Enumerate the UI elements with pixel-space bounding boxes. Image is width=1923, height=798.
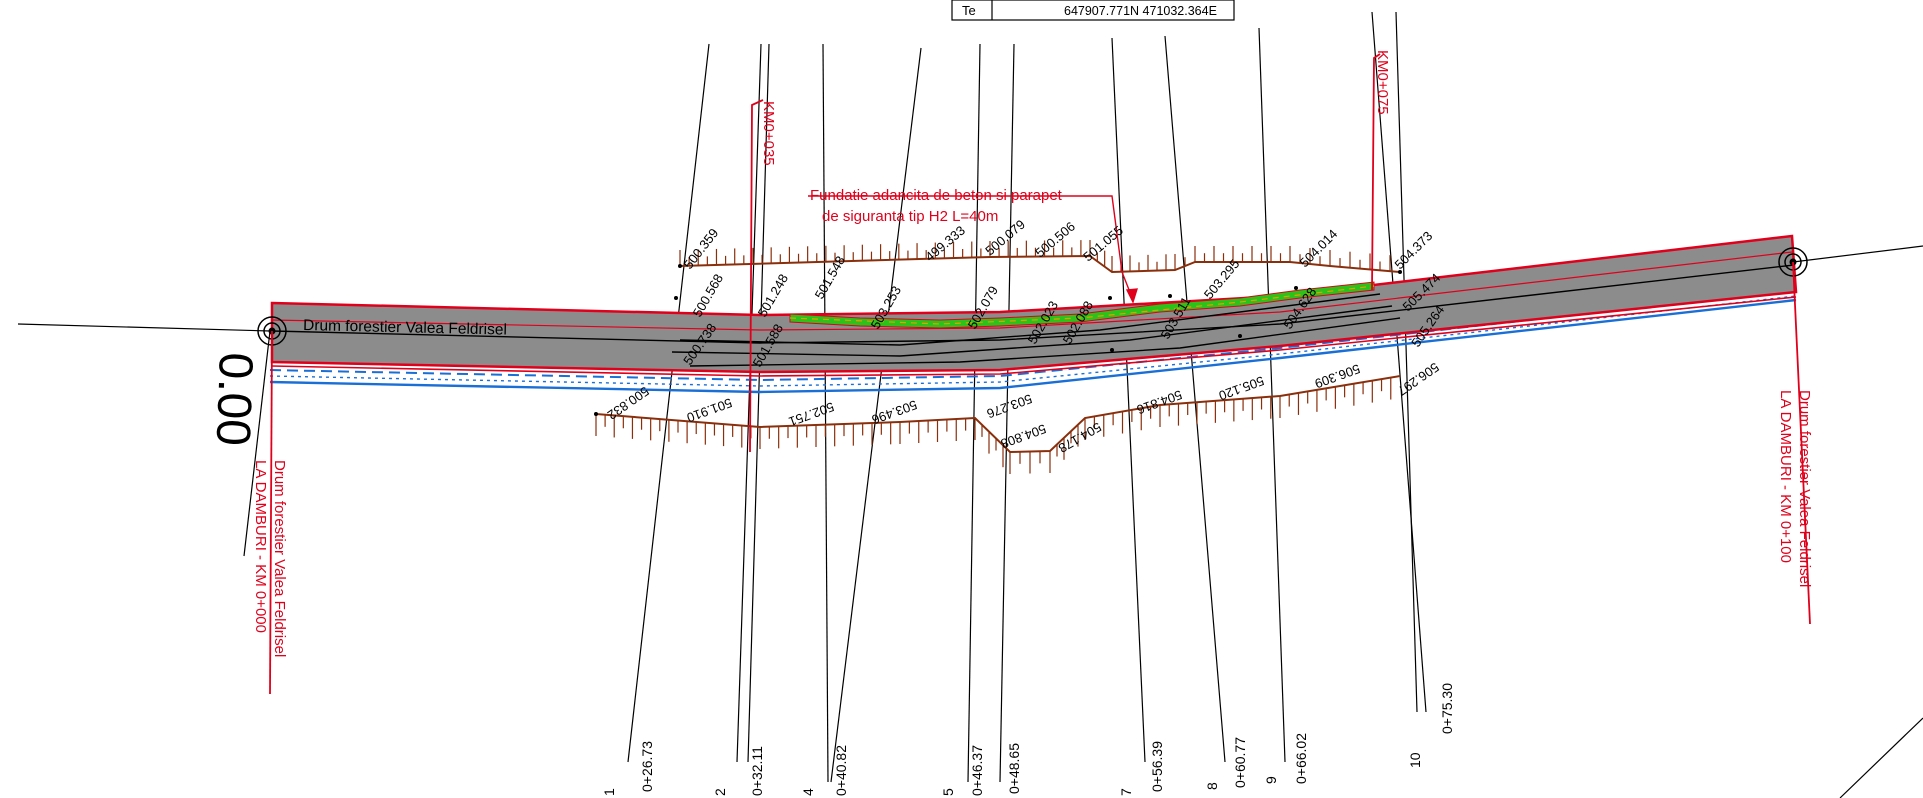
station-chainage: 0+66.02 (1293, 733, 1309, 784)
ditch-lines (269, 289, 1797, 394)
station-chainage: 0+56.39 (1149, 741, 1165, 792)
elevation-label: 500.506 (1032, 219, 1078, 261)
safety-barrier (789, 281, 1375, 329)
station-chainage: 0+32.11 (749, 746, 765, 796)
start-label-line-2: LA DAMBURI - KM 0+000 (252, 460, 269, 633)
end-label-line-1: Drum forestier Valea Feldrisel (1796, 390, 1813, 587)
station-chainage: 0+48.65 (1006, 743, 1022, 794)
station-number: 2 (712, 788, 728, 796)
coordinate-table-label: Te (962, 3, 976, 18)
elevation-label: 504.373 (1392, 228, 1436, 272)
annotation-line-2: de siguranta tip H2 L=40m (822, 208, 998, 225)
elevation-label: 504.014 (1297, 226, 1341, 270)
station-number: 8 (1204, 782, 1220, 790)
elevation-label: 506.297 (1395, 360, 1442, 399)
station-number: 1 (601, 788, 617, 796)
station-number: 9 (1263, 776, 1279, 784)
road-surface (270, 234, 1798, 374)
start-chainage-label: 0.00 (206, 352, 262, 447)
station-labels: 0+26.73 1 0+32.11 2 0+40.82 4 0+46.37 5 … (601, 683, 1455, 796)
road-edge-lines (271, 251, 1797, 377)
km-marker-1: KM0+035 (760, 101, 777, 166)
station-chainage: 0+60.77 (1232, 737, 1248, 788)
km-marker-2: KM0+075 (1374, 50, 1391, 115)
station-number: 7 (1118, 788, 1134, 796)
station-number: 4 (800, 788, 816, 796)
coordinate-table-value: 647907.771N 471032.364E (1064, 4, 1217, 18)
elevation-label: 501.248 (755, 271, 791, 319)
elevation-label: 501.910 (685, 395, 734, 425)
elevation-label: 503.295 (1201, 256, 1243, 302)
road-name-label: Drum forestier Valea Feldrisel (303, 317, 507, 339)
station-number: 5 (940, 788, 956, 796)
elevation-label: 501.055 (1080, 223, 1126, 265)
annotation-leader (808, 195, 1138, 304)
elevation-label: 500.568 (690, 271, 726, 319)
station-chainage: 0+40.82 (833, 745, 849, 796)
road-breaklines (271, 264, 1795, 367)
annotation-line-1: Fundatie adancita de beton si parapet (810, 187, 1063, 204)
cross-section-lines (627, 11, 1427, 783)
reference-lines (17, 245, 1923, 798)
survey-points (594, 264, 1402, 416)
station-number: 10 (1407, 752, 1423, 768)
km-marker-lines (269, 53, 1811, 695)
upper-slope-hatch (679, 240, 1391, 272)
lower-slope-hatch (595, 377, 1392, 474)
coordinate-table: Te 647907.771N 471032.364E (951, 0, 1235, 21)
station-chainage: 0+26.73 (639, 741, 655, 792)
start-label-line-1: Drum forestier Valea Feldrisel (271, 460, 288, 657)
station-chainage: 0+46.37 (969, 745, 985, 796)
end-label-line-2: LA DAMBURI - KM 0+100 (1777, 390, 1794, 563)
elevation-label: 503.276 (985, 391, 1034, 421)
station-chainage: 0+75.30 (1439, 683, 1455, 734)
